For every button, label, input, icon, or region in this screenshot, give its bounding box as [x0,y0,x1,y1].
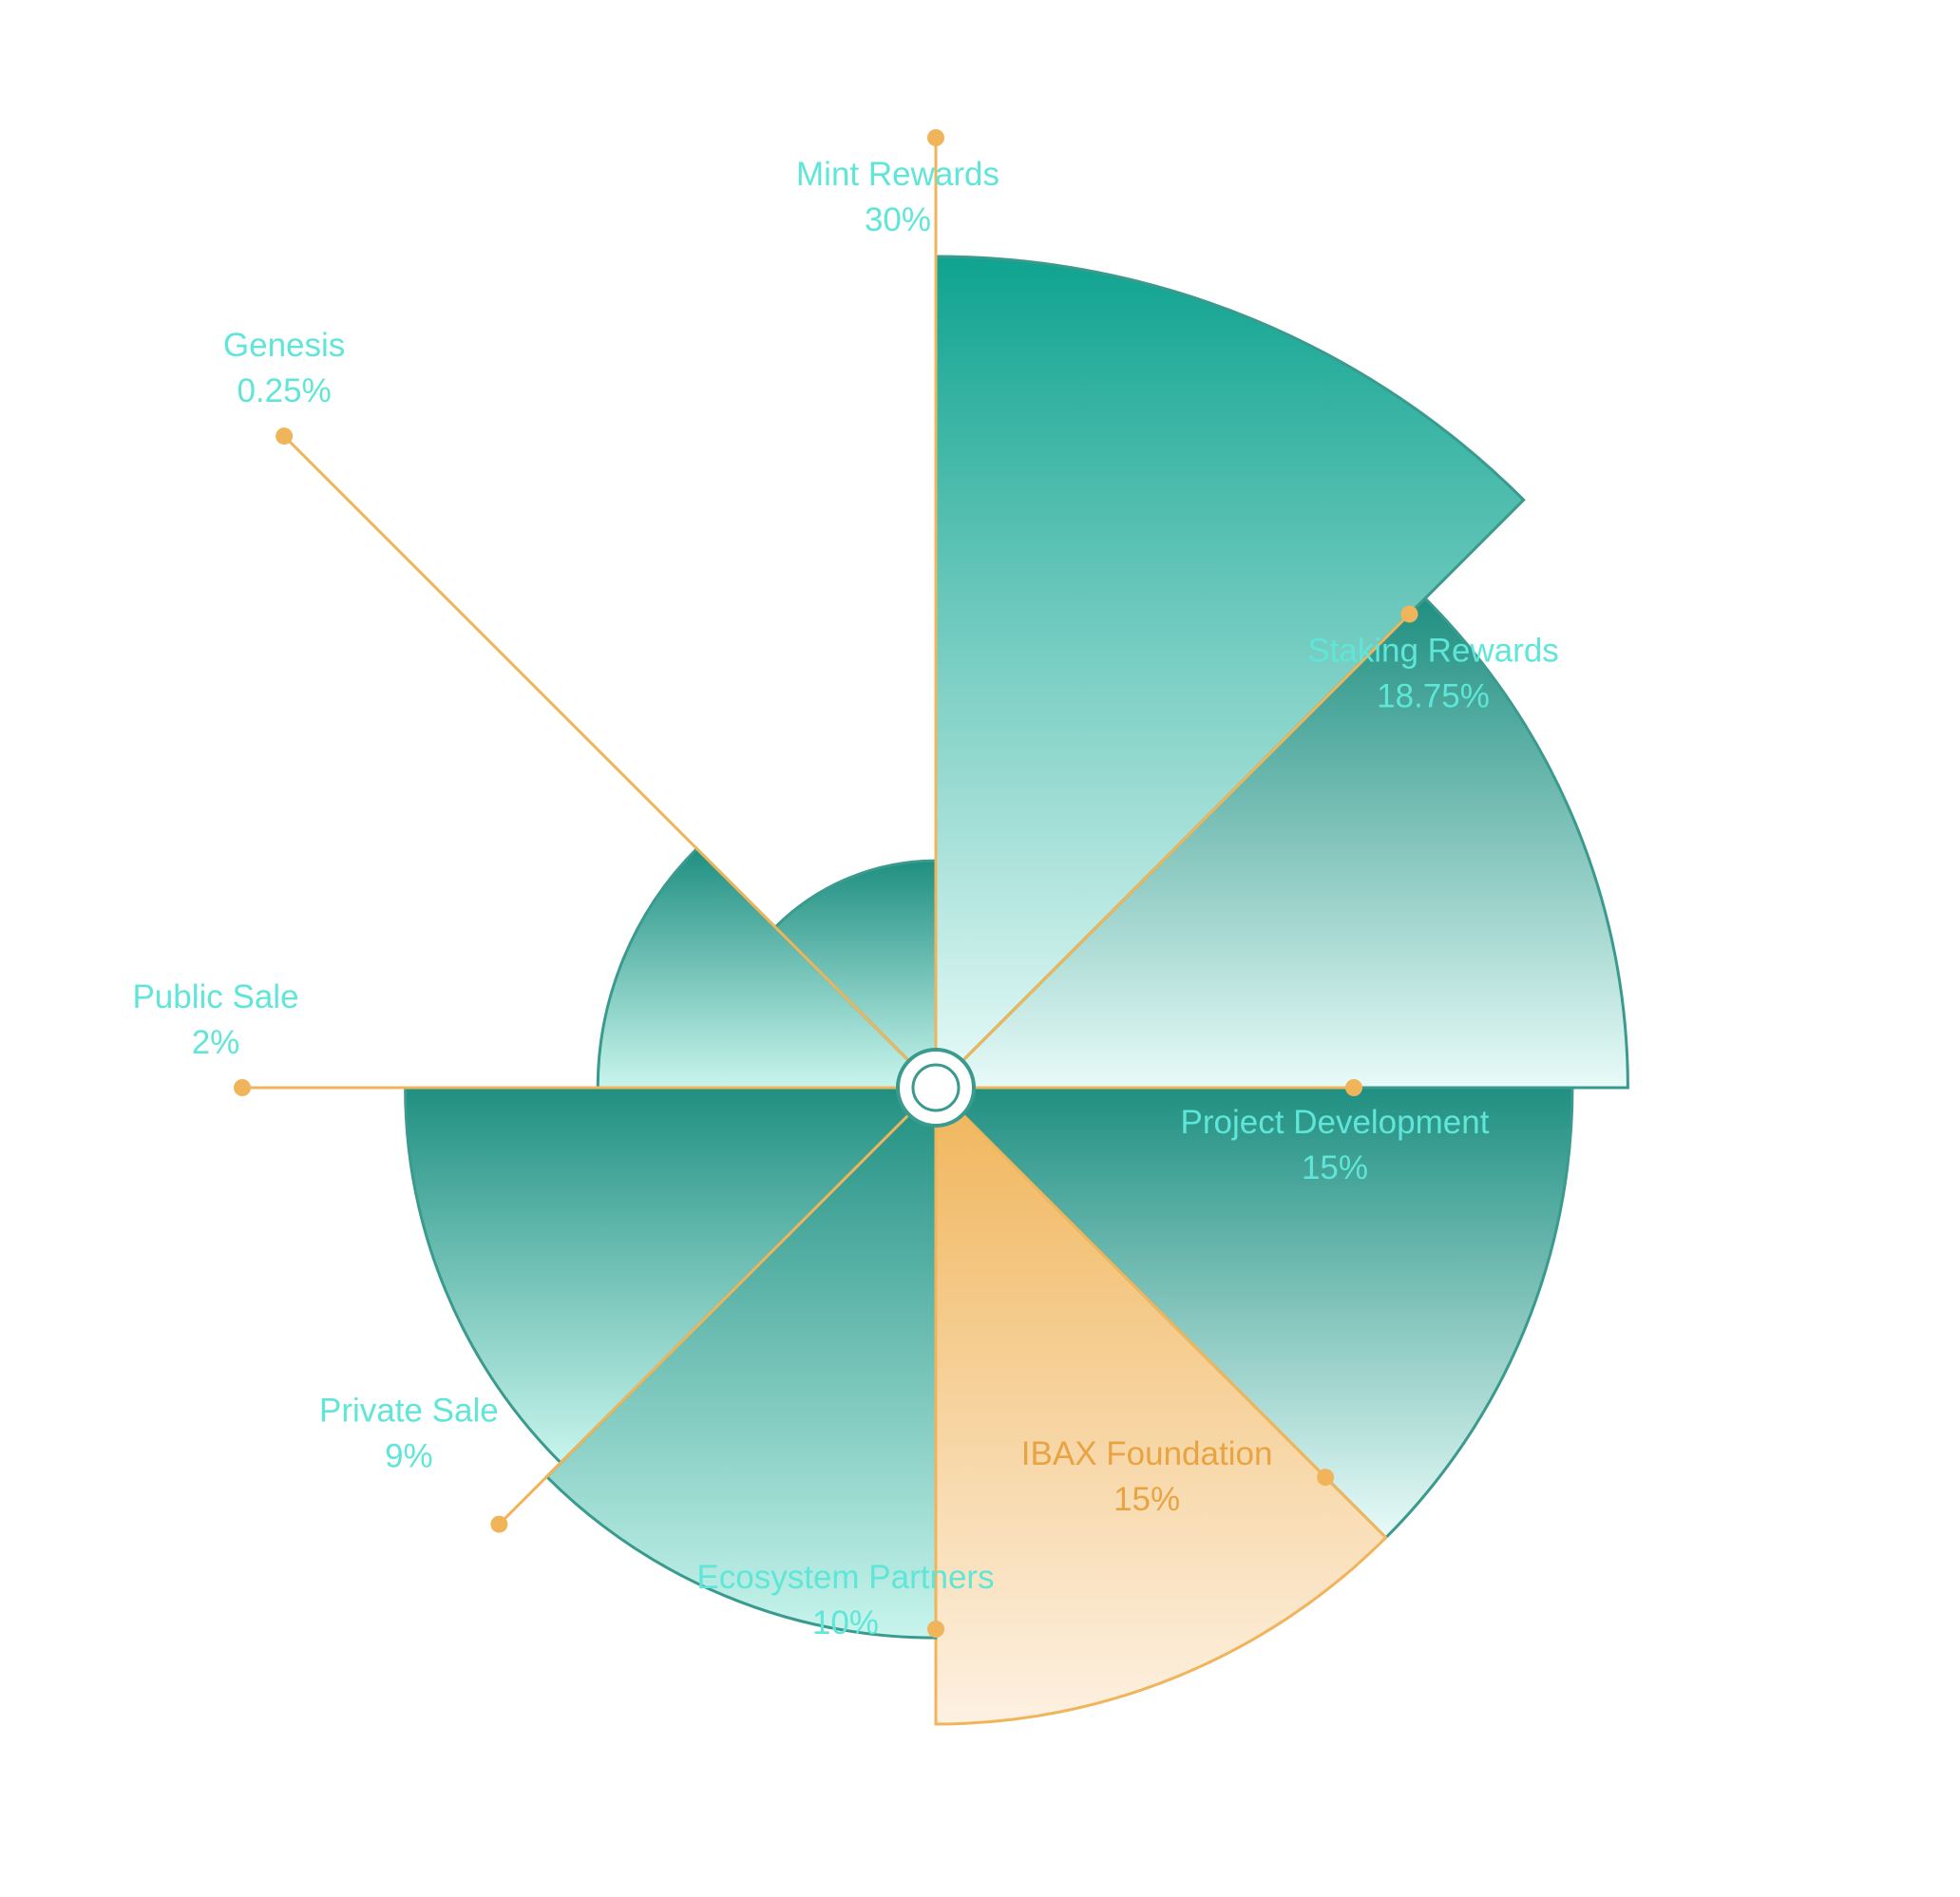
slice-label: Public Sale [132,978,298,1015]
leader-dot [1345,1079,1362,1096]
sector-public-sale[interactable] [596,846,940,1090]
slice-value-label: 2% [192,1024,240,1061]
leader-dot [276,427,294,446]
center-hub [896,1048,976,1128]
slice-label: Ecosystem Partners [696,1559,994,1596]
slice-label: IBAX Foundation [1021,1435,1273,1472]
slice-label: Genesis [223,327,345,364]
sector-project-development[interactable] [932,1086,1574,1540]
leader-dot [927,129,944,146]
slice-label: Mint Rewards [796,156,999,193]
slice-label: Private Sale [319,1393,499,1430]
sector-staking-rewards[interactable] [932,596,1629,1090]
leader-line [934,613,1411,1090]
leader-dot [927,1621,944,1638]
leader-dot [1317,1469,1335,1487]
leader-dot [490,1515,508,1533]
sector-ecosystem-partners[interactable] [544,1084,938,1640]
slice-value-label: 15% [1113,1481,1180,1518]
slice-value-label: 0.25% [237,372,331,409]
sector-ibax-foundation[interactable] [934,1084,1388,1726]
sector-genesis[interactable] [772,859,938,1091]
slice-value-label: 10% [812,1604,879,1641]
sector-mint-rewards[interactable] [934,255,1526,1091]
leader-dot [1400,605,1418,623]
sector-private-sale[interactable] [404,1086,940,1465]
center-ring-inner [911,1063,961,1112]
leader-line [283,435,938,1090]
slice-value-label: 30% [865,201,931,238]
slice-label: Project Development [1181,1104,1490,1141]
slice-value-label: 15% [1302,1149,1368,1186]
leader-line [934,1086,1327,1479]
slice-value-label: 9% [385,1438,433,1475]
slice-value-label: 18.75% [1377,677,1490,714]
leader-line [498,1086,938,1526]
leader-dot [234,1079,251,1096]
slice-label: Staking Rewards [1307,632,1559,669]
